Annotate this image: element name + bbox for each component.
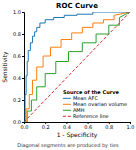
y-axis-tick-mark xyxy=(22,34,24,35)
series-line xyxy=(24,12,130,122)
y-axis-tick: 0.6 xyxy=(13,53,24,59)
x-axis-tick: 0.6 xyxy=(84,122,92,130)
y-axis-tick-label: 0.6 xyxy=(13,53,21,59)
x-axis-tick-label: 1.0 xyxy=(127,124,135,130)
footnote: Diagonal segments are produced by ties xyxy=(17,142,119,149)
legend-swatch xyxy=(63,110,71,111)
y-axis-tick-mark xyxy=(22,122,24,123)
x-axis-tick-label: 0.4 xyxy=(63,124,71,130)
y-axis-tick: 0.0 xyxy=(13,119,24,125)
legend: Source of the CurveMean AFCMean ovarian … xyxy=(63,89,127,119)
x-axis-tick: 0.4 xyxy=(63,122,71,130)
y-axis-tick-mark xyxy=(22,56,24,57)
y-axis-tick: 0.8 xyxy=(13,31,24,37)
x-axis: 0.0 0.2 0.4 0.6 0.8 1.0 xyxy=(21,122,135,130)
y-axis-tick-label: 0.0 xyxy=(13,119,21,125)
y-axis-tick-mark xyxy=(22,78,24,79)
x-axis-tick-label: 0.2 xyxy=(42,124,50,130)
y-axis-tick-label: 0.8 xyxy=(13,31,21,37)
y-axis-tick-mark xyxy=(22,100,24,101)
y-axis-tick: 1.0 xyxy=(13,9,24,15)
y-axis: 0.0 0.2 0.4 0.6 0.8 1.0 xyxy=(13,9,24,125)
x-axis-tick-label: 0.6 xyxy=(84,124,92,130)
chart: 0.00.20.40.60.81.00.00.20.40.60.81.0Sour… xyxy=(0,0,136,150)
x-axis-tick: 0.8 xyxy=(105,122,113,130)
series-line xyxy=(24,12,130,122)
series-line xyxy=(24,12,130,122)
title: ROC Curve xyxy=(56,2,98,10)
legend-label: Reference line xyxy=(73,113,109,119)
y-axis-tick-label: 0.2 xyxy=(13,97,21,103)
y-axis-tick-label: 1.0 xyxy=(13,9,21,15)
series-line xyxy=(24,12,130,122)
y-axis-tick: 0.2 xyxy=(13,97,24,103)
y-axis-tick-mark xyxy=(22,12,24,13)
y-axis-line xyxy=(22,13,25,123)
legend-swatch xyxy=(63,116,71,117)
legend-swatch xyxy=(63,104,71,105)
y-axis-title: Sensitivity xyxy=(1,51,9,83)
lines xyxy=(24,12,130,122)
x-axis-tick-label: 0.0 xyxy=(21,124,29,130)
x-axis-tick: 1.0 xyxy=(127,122,135,130)
plot: 0.00.20.40.60.81.00.00.20.40.60.81.0Sour… xyxy=(13,9,134,129)
legend-swatch xyxy=(63,98,71,99)
x-axis-line xyxy=(25,123,131,125)
x-axis-title: 1 - Specificity xyxy=(57,131,98,139)
x-axis-tick: 0.2 xyxy=(42,122,50,130)
x-axis-tick: 0.0 xyxy=(21,122,29,130)
x-axis-tick-label: 0.8 xyxy=(105,124,113,130)
y-axis-tick: 0.4 xyxy=(13,75,24,81)
y-axis-tick-label: 0.4 xyxy=(13,75,21,81)
